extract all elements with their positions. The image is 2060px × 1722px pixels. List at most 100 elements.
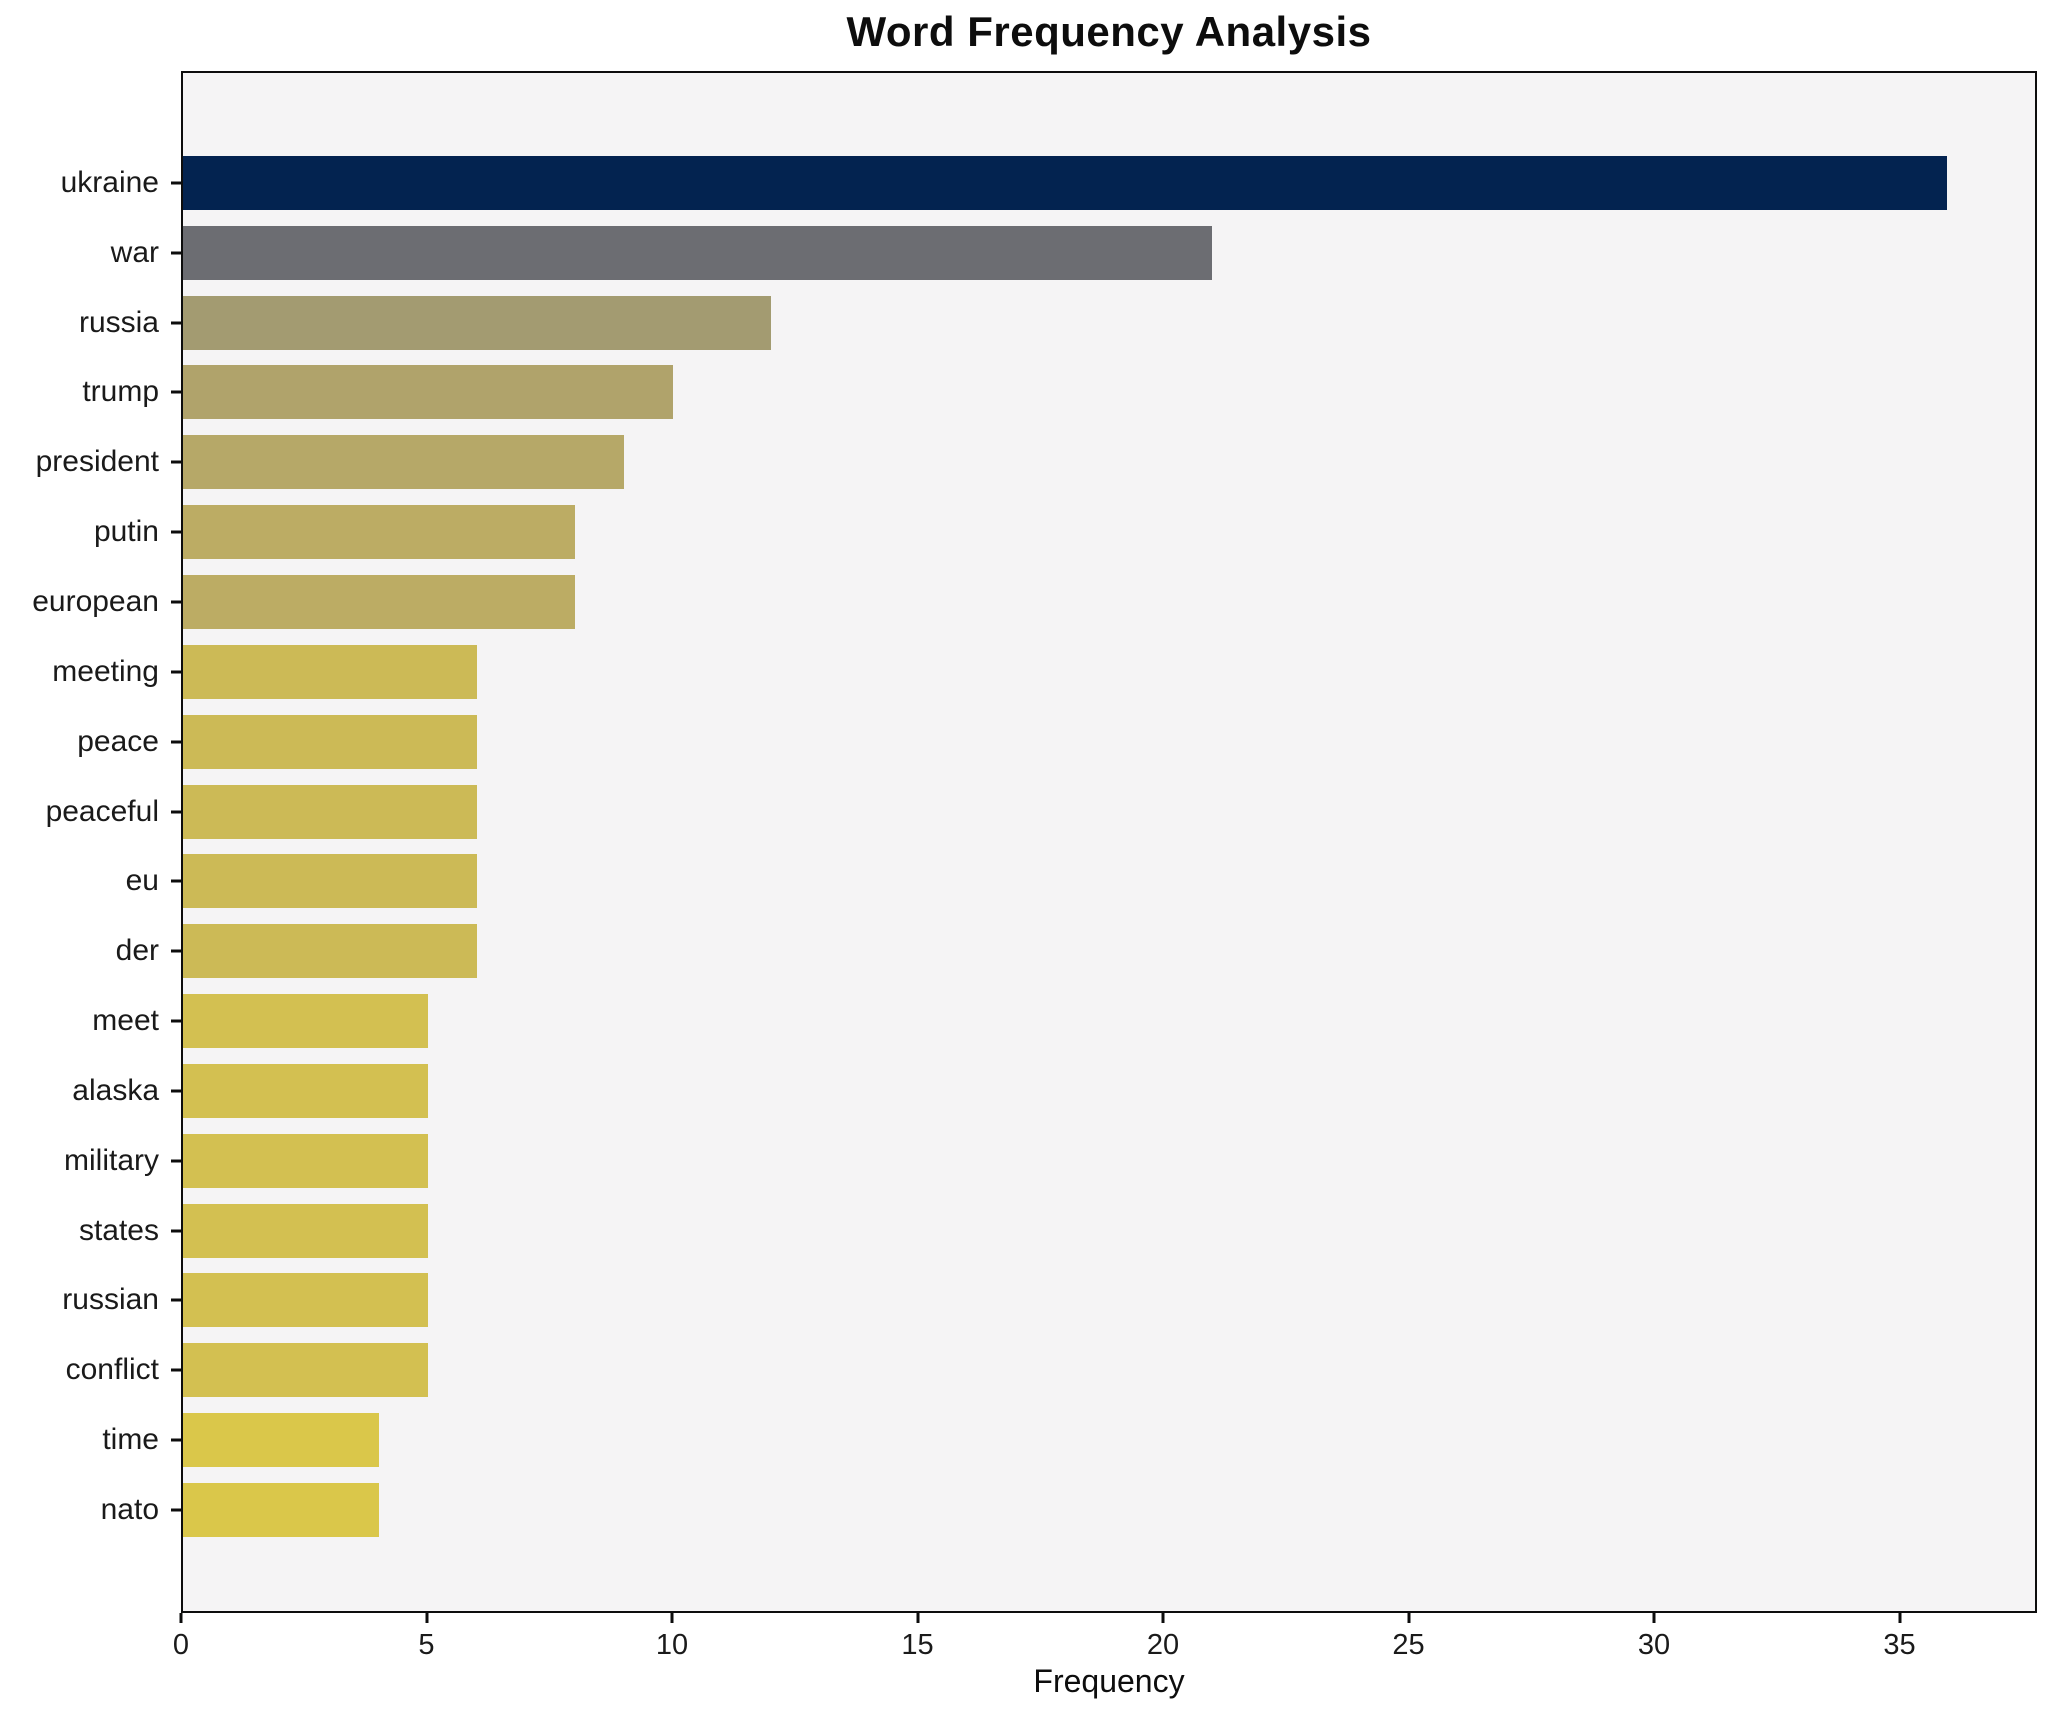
bar-row: der	[116, 916, 2035, 986]
y-tick-mark	[171, 1368, 181, 1372]
bar-row: military	[64, 1126, 2035, 1196]
bar-row: european	[32, 567, 2035, 637]
x-tick-label: 35	[1883, 1629, 1916, 1661]
y-axis-label-alaska: alaska	[72, 1073, 159, 1107]
bar-row: war	[111, 218, 2035, 288]
y-tick-mark	[171, 1438, 181, 1442]
y-axis-label-european: european	[32, 584, 159, 618]
y-axis-label-peace: peace	[77, 724, 159, 758]
x-tick-mark	[1407, 1613, 1410, 1623]
y-axis-label-conflict: conflict	[65, 1353, 159, 1387]
bar-peace	[183, 714, 477, 769]
bar-row: putin	[94, 497, 2035, 567]
bar-row: conflict	[66, 1335, 2035, 1405]
x-tick-mark	[179, 1613, 183, 1623]
y-axis-label-war: war	[110, 235, 159, 269]
y-axis-label-russian: russian	[62, 1283, 159, 1317]
bar-der	[183, 924, 477, 979]
y-tick-mark	[171, 879, 181, 883]
x-tick-label: 0	[172, 1629, 190, 1661]
chart-title: Word Frequency Analysis	[846, 8, 1372, 55]
y-axis-label-meet: meet	[92, 1004, 159, 1038]
bar-alaska	[183, 1063, 428, 1118]
bar-row: russia	[79, 288, 2035, 358]
y-axis-label-russia: russia	[78, 305, 159, 339]
x-tick-label: 30	[1637, 1629, 1671, 1661]
y-tick-mark	[171, 460, 181, 464]
bar-trump	[183, 365, 673, 420]
y-axis-label-military: military	[64, 1143, 159, 1177]
bar-peaceful	[183, 784, 477, 839]
x-tick-label: 20	[1146, 1629, 1180, 1661]
bar-time	[183, 1413, 379, 1468]
bar-row: meeting	[52, 637, 2035, 707]
y-tick-mark	[171, 530, 181, 534]
y-tick-mark	[171, 1159, 181, 1163]
bar-row: peace	[77, 707, 2035, 777]
y-tick-mark	[171, 810, 181, 814]
x-tick-mark	[670, 1613, 674, 1623]
bar-war	[183, 225, 1212, 280]
bar-russian	[183, 1273, 428, 1328]
bar-row: meet	[92, 986, 2035, 1056]
y-axis-label-states: states	[78, 1213, 159, 1247]
bar-states	[183, 1203, 428, 1258]
bar-row: states	[79, 1196, 2035, 1266]
x-tick-mark	[1652, 1613, 1656, 1623]
y-tick-mark	[171, 1019, 181, 1023]
y-axis-label-eu: eu	[125, 864, 159, 898]
y-tick-mark	[171, 181, 181, 185]
bar-meeting	[183, 644, 477, 699]
x-tick-label: 5	[418, 1629, 435, 1661]
y-axis-label-ukraine: ukraine	[60, 165, 159, 199]
bar-row: nato	[101, 1475, 2035, 1545]
y-tick-mark	[171, 251, 181, 255]
y-tick-mark	[171, 1298, 181, 1302]
y-tick-mark	[171, 1508, 181, 1512]
bar-row: eu	[126, 846, 2035, 916]
y-axis-label-time: time	[102, 1423, 159, 1457]
y-axis-label-meeting: meeting	[52, 654, 159, 688]
y-tick-mark	[171, 1089, 181, 1093]
y-tick-mark	[171, 1229, 181, 1233]
bar-ukraine	[183, 155, 1947, 210]
bar-european	[183, 574, 575, 629]
x-tick-mark	[1161, 1613, 1165, 1623]
bar-president	[183, 435, 624, 490]
bar-row: alaska	[72, 1056, 2035, 1126]
x-tick-mark	[425, 1613, 428, 1623]
bar-meet	[183, 994, 428, 1049]
bar-russia	[183, 295, 771, 350]
y-axis-label-president: president	[35, 445, 159, 479]
bar-military	[183, 1133, 428, 1188]
bar-conflict	[183, 1343, 428, 1398]
x-axis-label: Frequency	[1033, 1663, 1185, 1699]
bar-nato	[183, 1482, 379, 1537]
y-axis-label-trump: trump	[82, 375, 159, 409]
bar-row: trump	[82, 358, 2035, 428]
y-tick-mark	[171, 670, 181, 674]
bar-row: ukraine	[61, 148, 2035, 218]
x-tick-mark	[916, 1613, 919, 1623]
x-tick-label: 15	[901, 1629, 934, 1661]
y-tick-mark	[171, 390, 181, 394]
plot-area: ukraine war russia trump president putin europ…	[32, 71, 2037, 1613]
y-tick-mark	[171, 740, 181, 744]
y-tick-mark	[171, 600, 181, 604]
x-tick-mark	[1898, 1613, 1902, 1623]
bar-row: peaceful	[46, 777, 2035, 847]
x-tick-label: 25	[1392, 1629, 1425, 1661]
bar-row: russian	[62, 1266, 2035, 1336]
bar-row: president	[36, 427, 2035, 497]
y-axis-label-nato: nato	[100, 1492, 159, 1526]
bar-row: time	[102, 1405, 2035, 1475]
x-tick-label: 10	[655, 1629, 689, 1661]
y-axis-label-putin: putin	[93, 515, 159, 549]
bar-eu	[183, 854, 477, 909]
y-tick-mark	[171, 949, 181, 953]
y-axis-label-der: der	[115, 934, 159, 968]
y-tick-mark	[171, 321, 181, 325]
bar-putin	[183, 505, 575, 560]
bars-container: ukraine war russia trump president putin europ…	[32, 73, 2035, 1611]
